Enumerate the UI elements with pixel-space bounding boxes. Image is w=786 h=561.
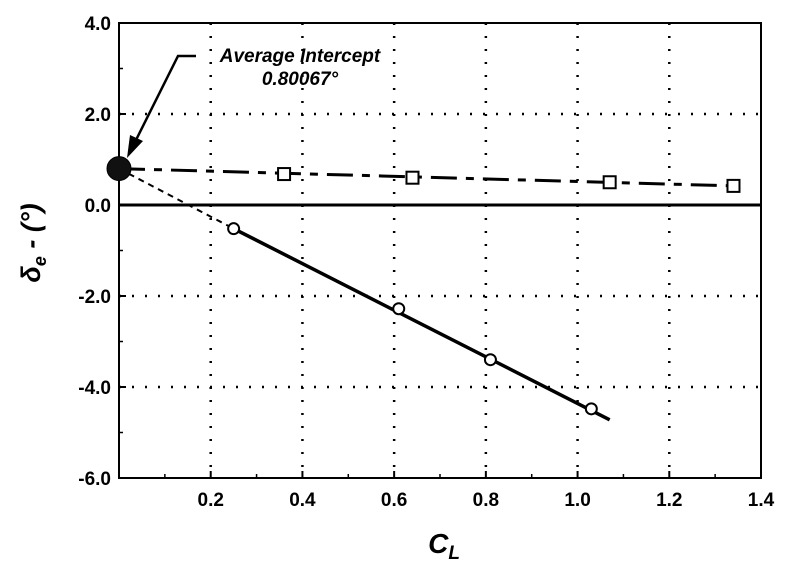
square-marker — [277, 167, 292, 182]
y-tick-label: 0.0 — [85, 196, 111, 217]
annotation-leader — [134, 54, 196, 141]
grid — [119, 23, 761, 478]
y-tick-label: 2.0 — [85, 105, 111, 126]
y-tick-label: -6.0 — [78, 469, 111, 490]
series-2-fit-line — [232, 227, 611, 422]
x-tick-label: 1.0 — [564, 490, 590, 511]
series-1-fit-line — [118, 167, 734, 188]
y-tick-label: -2.0 — [78, 287, 111, 308]
circle-marker — [392, 302, 406, 316]
y-axis-title-main: δ — [16, 266, 46, 283]
circle-marker — [483, 353, 497, 367]
y-axis-title-sub: e — [30, 256, 50, 266]
square-marker — [405, 170, 420, 185]
y-axis-title: δe - (°) — [16, 203, 50, 282]
series-2 — [118, 167, 611, 422]
circle-marker — [584, 402, 598, 416]
annotation-line-1: Average Intercept — [219, 46, 381, 67]
square-marker — [726, 178, 741, 193]
circle-marker — [227, 222, 241, 236]
x-axis-title-main: C — [428, 528, 449, 559]
x-tick-label: 1.4 — [748, 490, 775, 511]
x-tick-label: 0.8 — [473, 490, 499, 511]
annotation-arrowhead — [127, 135, 143, 158]
intercept-point — [106, 156, 132, 182]
series-layer — [106, 156, 741, 422]
x-axis-title: CL — [428, 528, 460, 561]
ticks: 0.2 0.4 0.6 0.8 1.0 1.2 1.4 4.0 2.0 0.0 -2.0 -4.0 -6… — [78, 14, 774, 511]
y-axis-title-suffix: - (°) — [16, 203, 46, 256]
annotation-line-2: 0.80067° — [262, 69, 339, 90]
x-tick-label: 0.6 — [381, 490, 407, 511]
square-marker — [602, 175, 617, 190]
x-tick-label: 0.4 — [289, 490, 316, 511]
x-tick-label: 0.2 — [198, 490, 224, 511]
y-tick-label: -4.0 — [78, 378, 111, 399]
x-axis-title-sub: L — [448, 543, 460, 561]
series-1 — [118, 167, 741, 193]
plot-frame — [118, 22, 762, 479]
y-tick-label: 4.0 — [85, 14, 111, 35]
x-tick-label: 1.2 — [656, 490, 682, 511]
series-2-extrapolation — [118, 167, 235, 230]
average-intercept-annotation: Average Intercept 0.80067° — [127, 46, 381, 158]
